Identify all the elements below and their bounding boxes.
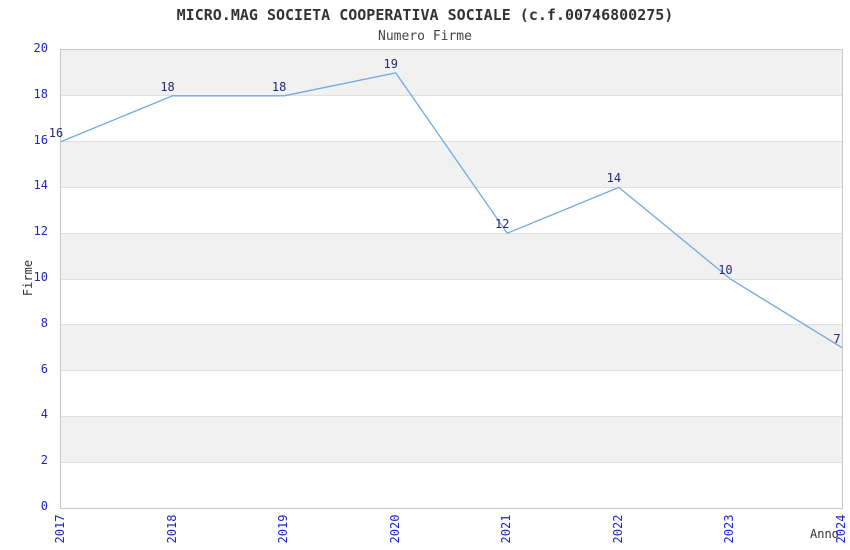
- y-tick-label: 6: [40, 361, 48, 376]
- y-tick-label: 0: [40, 499, 48, 513]
- x-tick-label: 2021: [499, 514, 514, 544]
- data-point-label: 16: [48, 125, 64, 140]
- data-point-label: 19: [383, 56, 398, 71]
- x-tick-label: 2023: [722, 514, 737, 544]
- x-tick-label: 2022: [610, 514, 625, 544]
- data-point-label: 7: [833, 331, 841, 346]
- x-tick-label: 2020: [387, 514, 402, 544]
- gridline: [61, 324, 842, 326]
- gridline: [61, 141, 842, 143]
- y-tick-label: 2: [40, 453, 48, 468]
- y-tick-label: 12: [33, 224, 48, 239]
- gridline: [61, 278, 842, 280]
- data-point-label: 18: [160, 79, 175, 94]
- data-point-label: 12: [495, 217, 510, 232]
- gridline: [61, 186, 842, 188]
- chart-title: MICRO.MAG SOCIETA COOPERATIVA SOCIALE (c…: [176, 6, 674, 24]
- gridline: [61, 370, 842, 372]
- plot-band: [61, 233, 842, 279]
- data-point-label: 10: [718, 263, 733, 277]
- y-axis-title: Firme: [21, 259, 35, 297]
- x-tick-label: 2019: [276, 514, 291, 544]
- plot-band: [61, 141, 842, 188]
- data-line-svg: [60, 72, 843, 349]
- plot-area: 16 18 18 19 12 14 10 7: [49, 49, 843, 509]
- series-line: [60, 72, 843, 349]
- gridline: [61, 415, 842, 417]
- gridline: [61, 461, 842, 463]
- chart-subtitle: Numero Firme: [378, 29, 472, 44]
- y-tick-label: 18: [33, 86, 48, 101]
- x-tick-label: 2017: [53, 514, 67, 544]
- x-tick-label: 2018: [164, 514, 179, 544]
- y-tick-label: 4: [40, 407, 48, 422]
- y-tick-label: 16: [33, 132, 48, 147]
- x-axis-title: Anno: [810, 527, 839, 541]
- y-tick-label: 20: [33, 41, 48, 55]
- plot-band: [61, 416, 842, 463]
- data-point-label: 14: [606, 171, 622, 186]
- data-point-label: 18: [271, 79, 287, 94]
- gridline: [61, 95, 842, 97]
- y-tick-label: 10: [33, 270, 48, 284]
- plot-band: [61, 50, 842, 96]
- y-tick-label: 8: [40, 315, 48, 330]
- y-tick-label: 14: [33, 178, 48, 193]
- gridline: [61, 232, 842, 234]
- plot-band: [61, 324, 842, 371]
